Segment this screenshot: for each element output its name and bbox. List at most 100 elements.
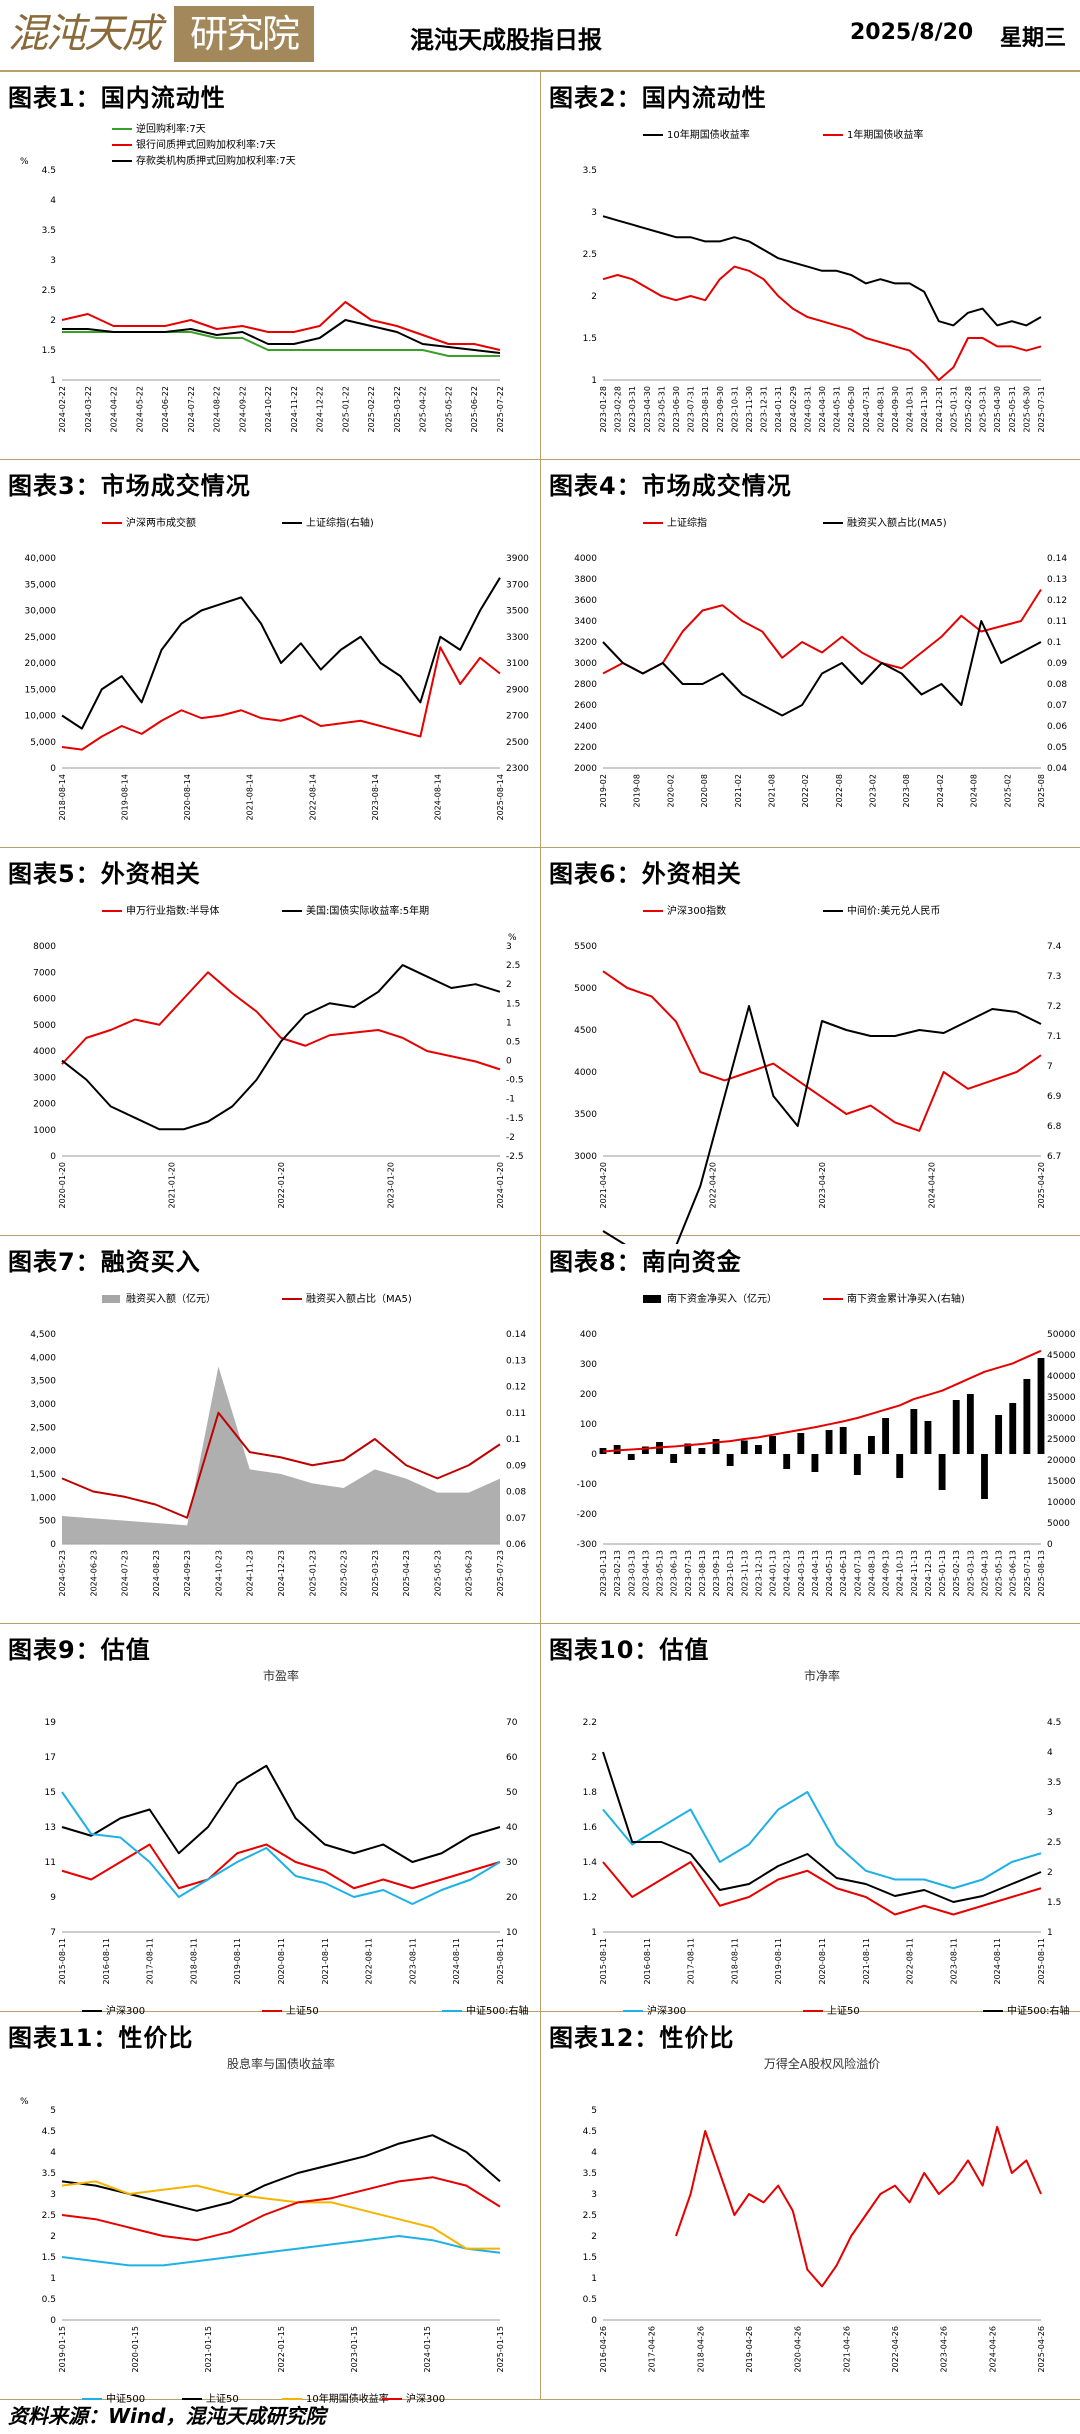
x-tick-label: 2025-06-22 <box>470 386 479 433</box>
y2-tick-label: 1 <box>506 1018 512 1028</box>
x-tick-label: 2020-08-11 <box>277 1938 286 1985</box>
y2-tick-label: 0.09 <box>1047 659 1067 669</box>
x-tick-label: 2025-06-30 <box>1022 386 1031 433</box>
x-tick-label: 2024-09-23 <box>183 1550 192 1597</box>
bar <box>1037 1358 1045 1454</box>
x-tick-label: 2021-02 <box>734 774 743 807</box>
x-tick-label: 2025-05-13 <box>995 1550 1004 1597</box>
x-tick-label: 2024-02-13 <box>783 1550 792 1597</box>
x-tick-label: 2023-05-31 <box>657 386 666 433</box>
x-tick-label: 2024-06-13 <box>839 1550 848 1597</box>
legend-label: 沪深300 <box>647 2004 686 2017</box>
chart-svg: 3000 3500 4000 4500 5000 5500 6.7 6.8 6.9 7 7.1 7.2… <box>574 904 1062 1244</box>
x-tick-label: 2024-02 <box>936 774 945 807</box>
x-tick-label: 2024-02-29 <box>789 386 798 433</box>
y-tick-label: 4 <box>50 196 56 206</box>
y2-tick-label: 0.08 <box>506 1488 526 1498</box>
y2-tick-label: 0.12 <box>506 1383 526 1393</box>
x-tick-label: 2018-04-26 <box>696 2326 705 2373</box>
chart-svg: 股息率与国债收益率% 0 0.5 1 1.5 2 2.5 3 3.5 4 4.5 5 2019-01-1… <box>20 2056 505 2405</box>
legend-label: 上证50 <box>827 2005 860 2017</box>
y-tick-label: 1.5 <box>42 346 56 356</box>
x-tick-label: 2023-01-15 <box>350 2326 359 2373</box>
x-tick-label: 2024-04-30 <box>818 386 827 433</box>
bar <box>853 1454 861 1475</box>
axis-unit-right: % <box>508 933 517 943</box>
x-tick-label: 2024-06-22 <box>161 386 170 433</box>
y-tick-label: 2,000 <box>30 1447 56 1457</box>
x-tick-label: 2019-08-14 <box>121 774 130 821</box>
y-tick-label: 2.5 <box>583 2211 597 2221</box>
x-tick-label: 2021-08-11 <box>862 1938 871 1985</box>
y-tick-label: 2.5 <box>583 250 597 260</box>
x-tick-label: 2023-08-31 <box>701 386 710 433</box>
y2-tick-label: 4.5 <box>1047 1718 1061 1728</box>
legend-label: 中证500:右轴 <box>466 2004 528 2017</box>
x-tick-label: 2023-10-13 <box>726 1550 735 1597</box>
y-tick-label: 1000 <box>33 1126 56 1136</box>
x-tick-label: 2023-09-30 <box>716 386 725 433</box>
y-tick-label: 4,000 <box>30 1353 56 1363</box>
y-tick-label: 0.5 <box>583 2295 597 2305</box>
y2-tick-label: 3500 <box>506 607 529 617</box>
x-tick-label: 2024-04-22 <box>110 386 119 433</box>
x-tick-label: 2025-04-13 <box>980 1550 989 1597</box>
y2-tick-label: 7 <box>1047 1062 1053 1072</box>
bar <box>811 1454 819 1472</box>
chart-subtitle: 万得全A股权风险溢价 <box>764 2056 880 2071</box>
x-tick-label: 2023-09-13 <box>712 1550 721 1597</box>
x-tick-label: 2025-04-23 <box>402 1550 411 1597</box>
y-tick-label: 8000 <box>33 942 56 952</box>
chart-svg: 万得全A股权风险溢价 0 0.5 1 1.5 2 2.5 3 3.5 4 4.5 5 2016-04-2… <box>583 2056 1046 2373</box>
x-tick-label: 2024-05-13 <box>825 1550 834 1597</box>
line-series <box>61 1843 501 1890</box>
x-tick-label: 2025-03-31 <box>979 386 988 433</box>
x-tick-label: 2025-02-22 <box>367 386 376 433</box>
legend-label: 上证50 <box>206 2393 239 2405</box>
y-tick-label: 7000 <box>33 968 56 978</box>
x-tick-label: 2023-11-30 <box>745 386 754 433</box>
y2-tick-label: 0.04 <box>1047 764 1067 774</box>
line-series <box>602 1005 1042 1244</box>
y2-tick-label: 3300 <box>506 633 529 643</box>
y-tick-label: 200 <box>580 1390 597 1400</box>
bar <box>769 1436 776 1454</box>
chart-title: 图表5：外资相关 <box>8 860 201 888</box>
line-series <box>61 2176 501 2242</box>
x-tick-label: 2023-04-26 <box>940 2326 949 2373</box>
x-tick-label: 2025-01-15 <box>496 2326 505 2373</box>
y-tick-label: 500 <box>39 1517 56 1527</box>
y-tick-label: 1.8 <box>583 1788 598 1798</box>
y-tick-label: 4000 <box>574 1068 597 1078</box>
x-tick-label: 2023-02-13 <box>613 1550 622 1597</box>
chart-subtitle: 股息率与国债收益率 <box>227 2056 335 2071</box>
y2-tick-label: 6.7 <box>1047 1152 1061 1162</box>
y-tick-label: 1.2 <box>583 1893 597 1903</box>
y-tick-label: 0 <box>50 2316 56 2326</box>
y-tick-label: -200 <box>577 1510 598 1520</box>
y2-tick-label: 3.5 <box>1047 1778 1061 1788</box>
x-tick-label: 2025-04-22 <box>419 386 428 433</box>
x-tick-label: 2022-08-14 <box>308 774 317 821</box>
x-tick-label: 2015-08-11 <box>599 1938 608 1985</box>
chart-svg: -300 -200 -100 0 100 200 300 400 0 5000 10000 15000… <box>577 1292 1076 1597</box>
x-tick-label: 2023-03-13 <box>627 1550 636 1597</box>
bar <box>797 1433 805 1454</box>
legend-label: 南下资金净买入（亿元） <box>667 1292 777 1305</box>
y2-tick-label: 0 <box>506 1057 512 1067</box>
x-tick-label: 2024-10-23 <box>214 1550 223 1597</box>
x-tick-label: 2025-01-23 <box>308 1550 317 1597</box>
bar <box>712 1439 720 1454</box>
y2-tick-label: 0.11 <box>506 1409 526 1419</box>
x-tick-label: 2024-12-23 <box>277 1550 286 1597</box>
x-tick-label: 2023-01-28 <box>599 386 608 433</box>
y-tick-label: 2.5 <box>42 2211 56 2221</box>
legend-label: 1年期国债收益率 <box>847 128 923 141</box>
line-series <box>675 2125 1042 2288</box>
y2-tick-label: 0.06 <box>1047 722 1067 732</box>
legend-label: 融资买入额占比（MA5) <box>306 1292 412 1305</box>
y2-tick-label: 10000 <box>1047 1498 1076 1508</box>
x-tick-label: 2025-08-13 <box>1037 1550 1046 1597</box>
x-tick-label: 2023-08 <box>902 774 911 807</box>
y2-tick-label: 0.06 <box>506 1540 526 1550</box>
